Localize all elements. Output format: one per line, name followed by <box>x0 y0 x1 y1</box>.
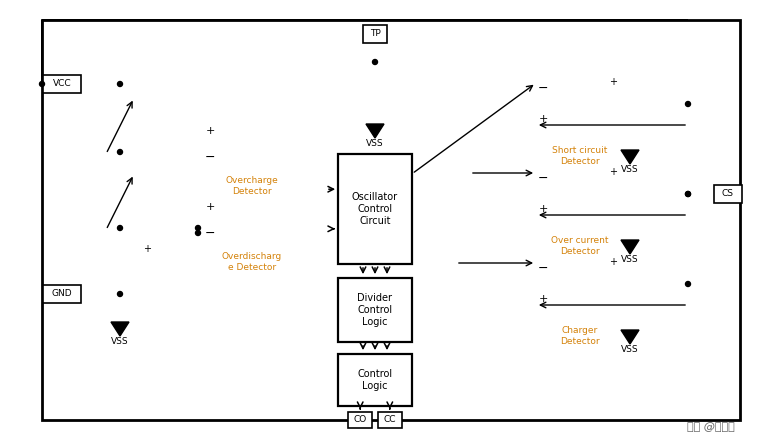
Text: +: + <box>609 167 617 177</box>
Text: +: + <box>539 294 548 305</box>
Text: VCC: VCC <box>53 80 71 88</box>
Text: Overcharge
Detector: Overcharge Detector <box>226 176 278 196</box>
Text: VSS: VSS <box>622 346 639 354</box>
Text: +: + <box>205 202 215 212</box>
Polygon shape <box>621 330 639 344</box>
FancyBboxPatch shape <box>338 278 412 342</box>
Circle shape <box>195 225 201 230</box>
Text: GND: GND <box>52 290 72 298</box>
Text: CC: CC <box>384 415 396 424</box>
Circle shape <box>195 230 201 236</box>
Text: Divider
Control
Logic: Divider Control Logic <box>357 293 393 327</box>
Polygon shape <box>621 240 639 254</box>
Text: −: − <box>205 227 215 240</box>
Text: −: − <box>538 172 548 185</box>
Text: Oscillator
Control
Circuit: Oscillator Control Circuit <box>352 192 398 225</box>
FancyBboxPatch shape <box>714 185 742 203</box>
Text: +: + <box>539 204 548 214</box>
Text: CS: CS <box>722 190 734 198</box>
Circle shape <box>118 149 122 155</box>
Circle shape <box>686 191 691 197</box>
Text: Overdischarg
e Detector: Overdischarg e Detector <box>222 252 282 272</box>
FancyBboxPatch shape <box>43 285 81 303</box>
Text: +: + <box>609 257 617 267</box>
Circle shape <box>686 102 691 107</box>
Text: TP: TP <box>370 30 381 38</box>
Text: VSS: VSS <box>366 140 384 149</box>
Text: Short circuit
Detector: Short circuit Detector <box>553 146 608 166</box>
FancyBboxPatch shape <box>377 412 401 428</box>
FancyBboxPatch shape <box>363 25 387 43</box>
Circle shape <box>686 191 691 197</box>
Text: +: + <box>143 244 151 254</box>
Text: Control
Logic: Control Logic <box>357 369 393 391</box>
Circle shape <box>40 81 44 87</box>
Text: −: − <box>538 82 548 95</box>
Polygon shape <box>621 150 639 164</box>
Text: −: − <box>538 262 548 275</box>
Circle shape <box>373 60 377 65</box>
Circle shape <box>686 282 691 286</box>
Text: Over current
Detector: Over current Detector <box>551 236 608 256</box>
Circle shape <box>118 81 122 87</box>
Circle shape <box>118 225 122 230</box>
Polygon shape <box>366 124 384 138</box>
Text: 头条 @芯片哥: 头条 @芯片哥 <box>687 422 735 432</box>
FancyBboxPatch shape <box>42 20 740 420</box>
Text: −: − <box>205 151 215 164</box>
Text: +: + <box>205 126 215 136</box>
Text: VSS: VSS <box>622 165 639 175</box>
FancyBboxPatch shape <box>338 154 412 264</box>
FancyBboxPatch shape <box>43 75 81 93</box>
Text: VSS: VSS <box>111 338 129 347</box>
FancyBboxPatch shape <box>348 412 372 428</box>
Polygon shape <box>111 322 129 336</box>
Circle shape <box>118 292 122 297</box>
Text: +: + <box>609 77 617 87</box>
FancyBboxPatch shape <box>338 354 412 406</box>
Text: CO: CO <box>353 415 367 424</box>
Text: +: + <box>539 114 548 124</box>
Text: Charger
Detector: Charger Detector <box>560 326 600 346</box>
Text: VSS: VSS <box>622 255 639 264</box>
